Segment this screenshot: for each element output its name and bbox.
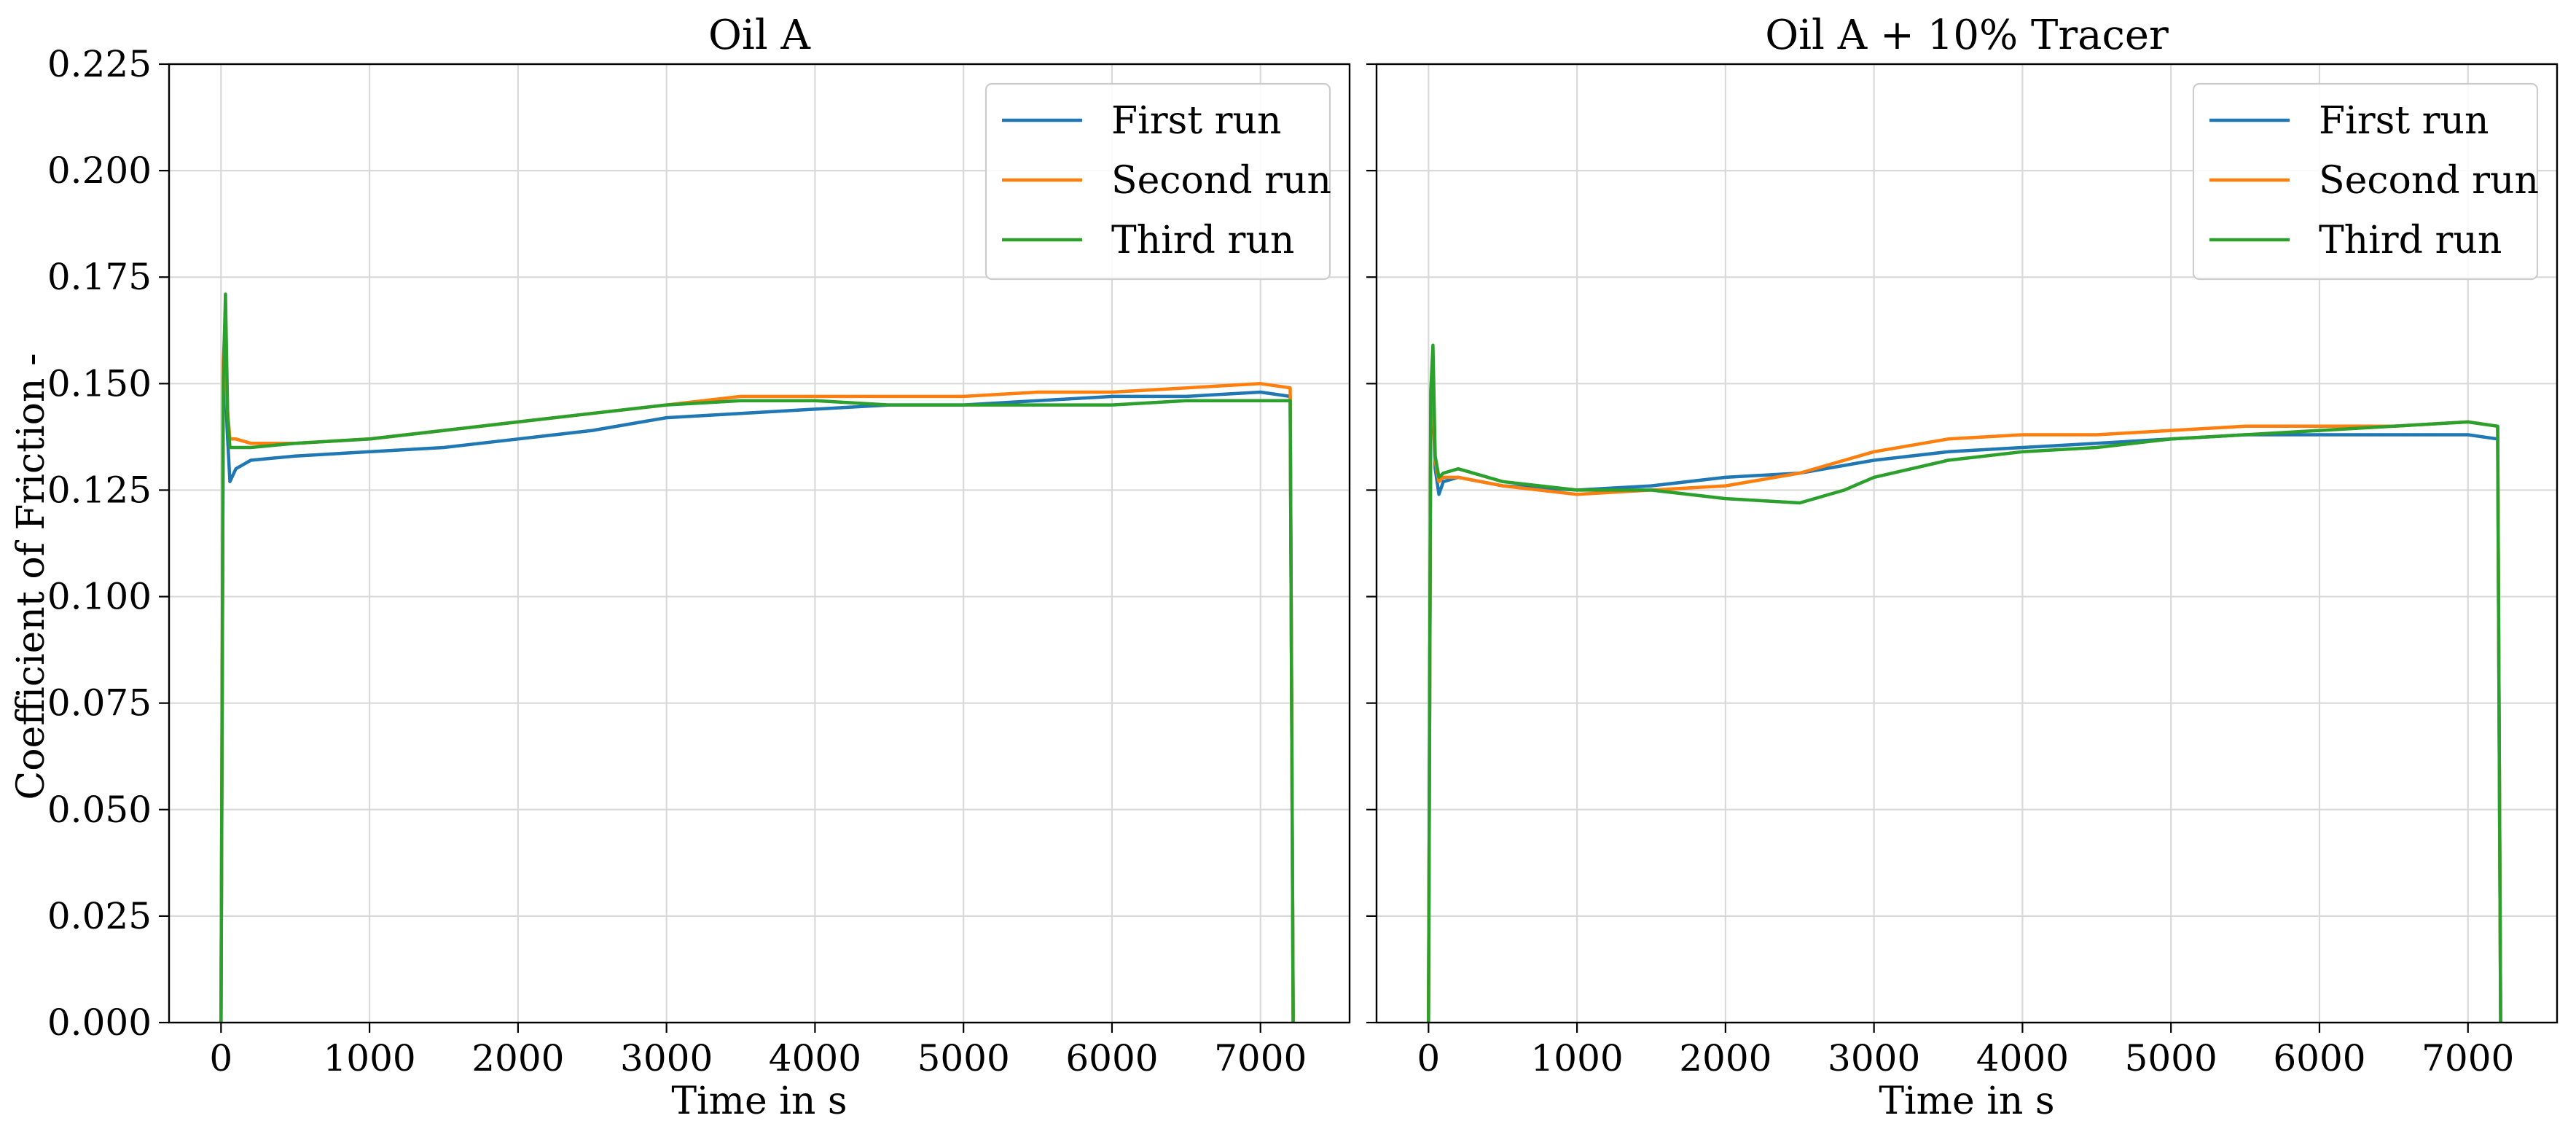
x-axis-label: Time in s [1879,1079,2054,1123]
y-tick-label: 0.150 [47,362,152,405]
legend-box [984,82,1331,281]
x-tick-label: 2000 [471,1037,564,1079]
legend-label-second-run: Second run [2319,159,2539,203]
x-axis-label: Time in s [671,1079,847,1123]
legend-label-first-run: First run [1111,99,1282,143]
x-tick-label: 4000 [769,1037,861,1079]
legend-label-first-run: First run [2319,99,2489,143]
x-tick-label: 7000 [1214,1037,1307,1079]
chart-title: Oil A + 10% Tracer [1765,12,2169,59]
x-tick-label: 1000 [323,1037,415,1079]
y-tick-label: 0.125 [47,469,152,511]
plot-frame [1375,63,2559,1024]
x-tick-label: 5000 [2125,1037,2217,1079]
x-tick-label: 6000 [2273,1037,2365,1079]
legend-label-third-run: Third run [1111,219,1294,262]
x-tick-label: 0 [1417,1037,1440,1079]
x-tick-label: 2000 [1679,1037,1772,1079]
x-tick-label: 3000 [620,1037,713,1079]
legend-label-second-run: Second run [1111,159,1331,203]
y-tick-label: 0.100 [47,576,152,618]
x-tick-label: 1000 [1530,1037,1623,1079]
y-tick-label: 0.225 [47,43,152,85]
x-tick-label: 3000 [1828,1037,1920,1079]
series-line-third-run [219,292,1295,1023]
x-tick-label: 5000 [917,1037,1010,1079]
legend-box [2192,82,2539,281]
x-tick-label: 0 [209,1037,232,1079]
chart-title: Oil A [708,12,811,59]
panel-oil-a-tracer: 0 1000 2000 3000 4000 5000 6000 7000 Oil A + 10%… [1366,12,2559,1123]
panel-oil-a: 0 1000 2000 3000 4000 5000 6000 7000 0.000 0.025 0… [47,12,1351,1123]
y-tick-label: 0.000 [47,1001,152,1044]
y-tick-label: 0.025 [47,895,152,937]
x-tick-label: 6000 [1065,1037,1158,1079]
y-axis-label: Coefficient of Friction - [9,353,53,800]
plot-frame [168,63,1351,1024]
legend-label-third-run: Third run [2319,219,2502,262]
series-line-third-run [1427,343,2502,1023]
y-tick-label: 0.050 [47,789,152,831]
y-tick-label: 0.175 [47,256,152,298]
y-tick-label: 0.200 [47,149,152,192]
series-line-first-run [219,348,1295,1023]
y-tick-label: 0.075 [47,682,152,724]
x-tick-label: 7000 [2422,1037,2514,1079]
x-tick-label: 4000 [1976,1037,2069,1079]
